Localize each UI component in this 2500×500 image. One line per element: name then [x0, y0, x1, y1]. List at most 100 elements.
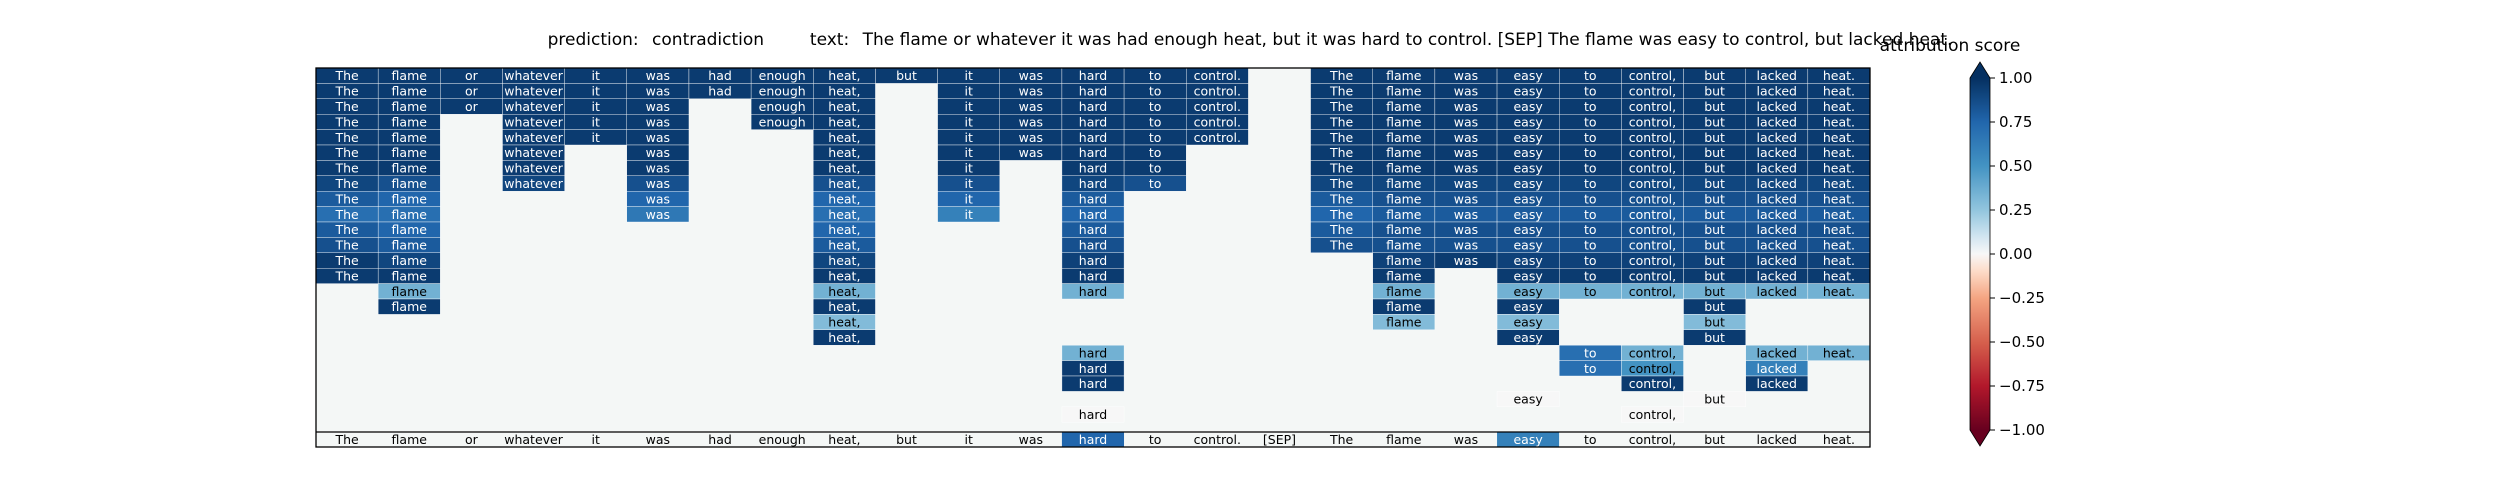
cell-token-label: heat. — [1823, 161, 1855, 176]
cell-token-label: hard — [1079, 68, 1107, 83]
cell-token-label: it — [592, 114, 600, 129]
cell-token-label: hard — [1079, 176, 1107, 191]
cell-token-label: flame — [392, 99, 428, 114]
cell-token-label: but — [1704, 253, 1725, 268]
cell-token-label: flame — [392, 191, 428, 206]
final-row-cell — [1559, 432, 1622, 447]
cell-token-label: heat, — [828, 161, 860, 176]
final-row-token-label: was — [646, 432, 670, 447]
final-row-cell — [502, 432, 565, 447]
final-row-cell — [1248, 432, 1311, 447]
colorbar-tick-label: −1.00 — [1999, 421, 2045, 439]
cell-token-label: hard — [1079, 238, 1107, 253]
heatmap-cell — [1621, 406, 1684, 423]
cell-token-label: whatever — [504, 130, 563, 145]
cell-token-label: it — [964, 207, 972, 222]
text-value: The flame or whatever it was had enough … — [862, 30, 1953, 50]
cell-token-label: to — [1584, 238, 1597, 253]
cell-token-label: The — [1329, 222, 1354, 237]
cell-token-label: heat, — [828, 191, 860, 206]
cell-token-label: heat, — [828, 253, 860, 268]
final-row-cell — [1061, 432, 1125, 447]
cell-token-label: but — [1704, 268, 1725, 283]
cell-token-label: The — [1329, 191, 1354, 206]
cell-token-label: flame — [1386, 68, 1422, 83]
cell-token-label: lacked — [1757, 361, 1797, 376]
final-row-token-label: lacked — [1757, 432, 1797, 447]
chart-title: prediction: contradiction text: The flam… — [0, 30, 2500, 50]
cell-token-label: The — [334, 207, 359, 222]
cell-token-label: to — [1584, 99, 1597, 114]
cell-token-label: hard — [1079, 284, 1107, 299]
colorbar-tick-label: 0.25 — [1999, 201, 2032, 219]
cell-token-label: but — [1704, 207, 1725, 222]
cell-token-label: but — [1704, 130, 1725, 145]
cell-token-label: it — [964, 114, 972, 129]
heatmap-cell — [377, 298, 441, 315]
final-row-token-label: to — [1149, 432, 1162, 447]
cell-token-label: to — [1584, 191, 1597, 206]
cell-token-label: heat. — [1823, 268, 1855, 283]
cell-token-label: easy — [1513, 161, 1543, 176]
cell-token-label: The — [334, 191, 359, 206]
cell-token-label: heat. — [1823, 114, 1855, 129]
cell-token-label: flame — [1386, 176, 1422, 191]
final-row-token-label: or — [465, 432, 479, 447]
prediction-value: contradiction — [652, 30, 765, 50]
final-row-token-label: hard — [1079, 432, 1107, 447]
cell-token-label: enough — [759, 99, 806, 114]
cell-token-label: lacked — [1757, 161, 1797, 176]
cell-token-label: The — [1329, 176, 1354, 191]
cell-token-label: control. — [1194, 114, 1241, 129]
final-row-token-label: heat. — [1823, 432, 1855, 447]
cell-token-label: flame — [1386, 145, 1422, 160]
final-row-token-label: [SEP] — [1263, 432, 1296, 447]
heatmap-cell — [1496, 329, 1560, 346]
cell-token-label: it — [964, 145, 972, 160]
cell-token-label: was — [1454, 238, 1478, 253]
cell-token-label: was — [1019, 114, 1043, 129]
cell-token-label: heat, — [828, 315, 860, 330]
cell-token-label: was — [646, 161, 670, 176]
cell-token-label: to — [1149, 176, 1162, 191]
cell-token-label: flame — [1386, 84, 1422, 99]
heatmap-cell — [813, 329, 876, 346]
cell-token-label: lacked — [1757, 207, 1797, 222]
cell-token-label: lacked — [1757, 253, 1797, 268]
final-row-token-label: but — [1704, 432, 1725, 447]
cell-token-label: it — [964, 84, 972, 99]
cell-token-label: control, — [1629, 207, 1676, 222]
cell-token-label: easy — [1513, 84, 1543, 99]
cell-token-label: to — [1584, 284, 1597, 299]
cell-token-label: The — [1329, 84, 1354, 99]
cell-token-label: to — [1149, 145, 1162, 160]
cell-token-label: but — [1704, 191, 1725, 206]
cell-token-label: control, — [1629, 68, 1676, 83]
colorbar-gradient — [1970, 78, 1990, 430]
heatmap-cell — [1683, 329, 1746, 346]
cell-token-label: to — [1149, 161, 1162, 176]
cell-token-label: The — [1329, 99, 1354, 114]
cell-token-label: was — [1454, 99, 1478, 114]
cell-token-label: lacked — [1757, 84, 1797, 99]
cell-token-label: flame — [392, 222, 428, 237]
cell-token-label: it — [592, 130, 600, 145]
cell-token-label: but — [1704, 238, 1725, 253]
cell-token-label: to — [1584, 222, 1597, 237]
final-row-token-label: it — [964, 432, 972, 447]
cell-token-label: heat, — [828, 114, 860, 129]
cell-token-label: heat, — [828, 130, 860, 145]
cell-token-label: easy — [1513, 284, 1543, 299]
colorbar-max-extension — [1970, 62, 1990, 78]
cell-token-label: The — [334, 68, 359, 83]
final-row-token-label: flame — [392, 432, 428, 447]
cell-token-label: heat, — [828, 268, 860, 283]
heatmap-cell — [626, 206, 690, 223]
cell-token-label: control. — [1194, 84, 1241, 99]
cell-token-label: flame — [392, 253, 428, 268]
final-row-cell — [1807, 432, 1870, 447]
cell-token-label: control, — [1629, 253, 1676, 268]
final-row-token-label: easy — [1513, 432, 1543, 447]
cell-token-label: heat. — [1823, 145, 1855, 160]
colorbar-tick-label: 1.00 — [1999, 69, 2032, 87]
